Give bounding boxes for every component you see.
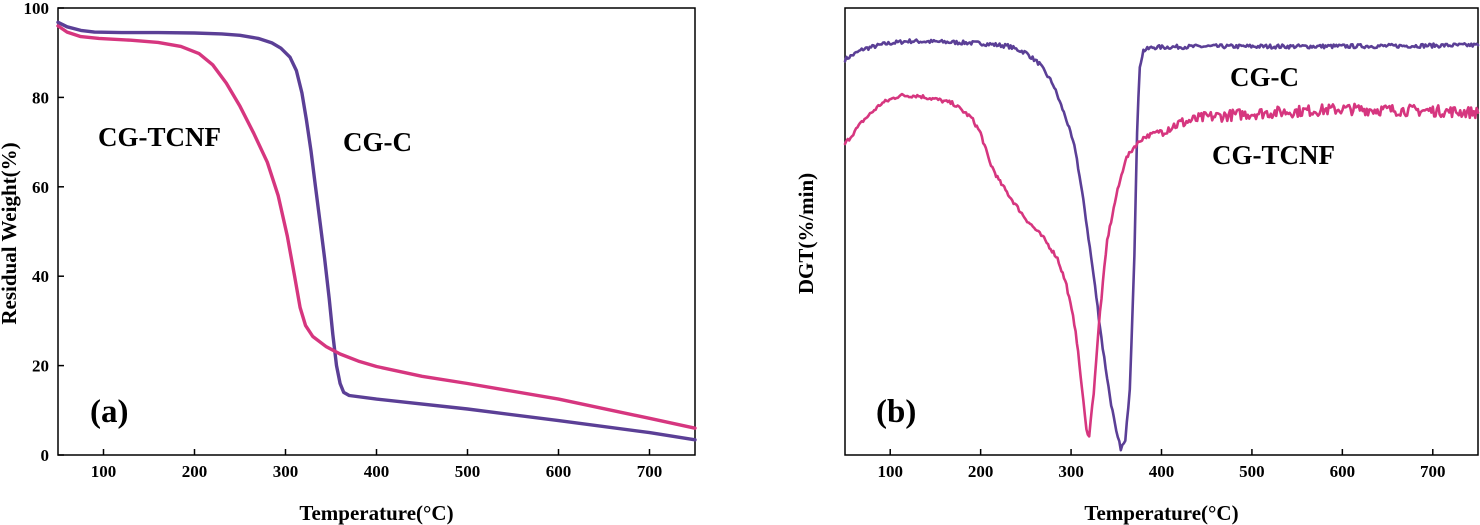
x-tick-label: 500 [1239, 462, 1265, 481]
y-tick-label: 0 [41, 446, 50, 465]
y-tick-label: 40 [32, 267, 49, 286]
series-annotation-cg-c: CG-C [343, 127, 412, 157]
series-line-cg-tcnf [56, 24, 697, 430]
series-line-cg-c [56, 20, 697, 442]
series-line-cg-c [843, 38, 1480, 452]
x-tick-label: 600 [546, 462, 572, 481]
x-tick-label: 400 [1149, 462, 1175, 481]
x-tick-label: 300 [1058, 462, 1084, 481]
y-tick-label: 20 [32, 357, 49, 376]
panel-label: (b) [876, 394, 916, 430]
x-tick-label: 200 [182, 462, 208, 481]
y-axis-title: Residual Weight(%) [0, 142, 21, 324]
x-axis-title: Temperature(°C) [299, 501, 453, 525]
plot-frame [57, 7, 696, 456]
x-axis-title: Temperature(°C) [1084, 501, 1238, 525]
series-annotation-cg-tcnf: CG-TCNF [98, 122, 221, 152]
panel-a: 100 200 300 400 500 600 700 0 20 40 60 80 100 Tempera… [0, 0, 697, 525]
series-annotation-cg-tcnf: CG-TCNF [1212, 140, 1335, 170]
y-tick-label: 80 [32, 88, 49, 107]
panel-label: (a) [90, 394, 128, 430]
panel-b: 100 200 300 400 500 600 700 Temperature(°C) DGT(… [794, 7, 1480, 525]
x-tick-label: 500 [455, 462, 481, 481]
x-tick-label: 100 [877, 462, 903, 481]
x-tick-label: 400 [364, 462, 390, 481]
y-tick-label: 100 [24, 0, 50, 18]
y-axis-title: DGT(%/min) [794, 173, 818, 294]
series-annotation-cg-c: CG-C [1230, 62, 1299, 92]
x-tick-label: 100 [91, 462, 117, 481]
y-tick-label: 60 [32, 178, 49, 197]
series-line-cg-tcnf [843, 92, 1480, 438]
x-tick-label: 700 [1420, 462, 1446, 481]
x-tick-label: 600 [1330, 462, 1356, 481]
plot-frame [844, 7, 1479, 456]
x-tick-label: 700 [637, 462, 663, 481]
x-tick-label: 300 [273, 462, 299, 481]
x-tick-label: 200 [968, 462, 994, 481]
